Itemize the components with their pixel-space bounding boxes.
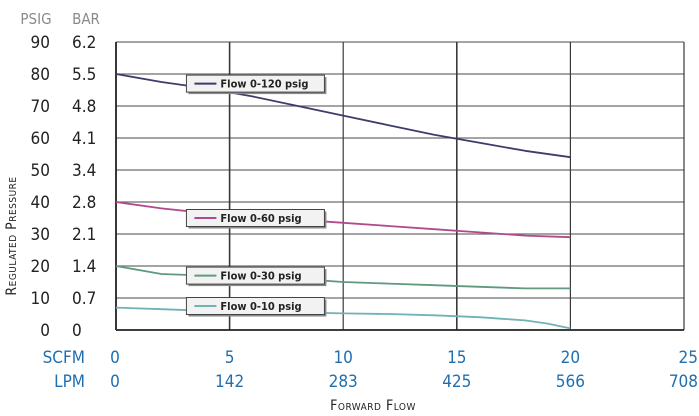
x-tick-lpm-4: 566 [556, 372, 585, 392]
scfm-row-label: SCFM [43, 348, 85, 368]
y-tick-bar-8: 0.7 [72, 289, 96, 309]
y-tick-psig-4: 50 [31, 161, 50, 181]
x-tick-lpm-3: 425 [442, 372, 471, 392]
y-tick-psig-6: 30 [31, 225, 50, 245]
legend-label-1: Flow 0-60 psig [220, 212, 301, 225]
x-tick-scfm-0: 0 [110, 348, 120, 368]
x-tick-lpm-2: 283 [329, 372, 358, 392]
psig-header: PSIG [20, 10, 51, 28]
y-tick-bar-6: 2.1 [72, 225, 96, 245]
series-legends: Flow 0-120 psig Flow 0-60 psig Flow 0-30 p… [185, 74, 327, 317]
y-tick-bar-7: 1.4 [72, 257, 96, 277]
x-tick-lpm-0: 0 [110, 372, 120, 392]
x-tick-lpm-5: 708 [669, 372, 698, 392]
legend-label-3: Flow 0-10 psig [220, 300, 301, 313]
lpm-row-label: LPM [54, 372, 85, 392]
legend-label-2: Flow 0-30 psig [220, 270, 301, 283]
y-tick-psig-9: 0 [40, 321, 50, 341]
y-tick-bar-5: 2.8 [72, 193, 96, 213]
bar-header: BAR [72, 10, 100, 28]
y-tick-psig-2: 70 [31, 97, 50, 117]
legend-item-2: Flow 0-30 psig [185, 266, 327, 287]
y-tick-bar-4: 3.4 [72, 161, 96, 181]
legend-box-3 [185, 297, 325, 315]
y-tick-bar-3: 4.1 [72, 129, 96, 149]
x-tick-scfm-4: 20 [561, 348, 580, 368]
legend-box-1 [185, 209, 325, 227]
x-tick-scfm-5: 25 [679, 348, 698, 368]
y-tick-bar-1: 5.5 [72, 65, 96, 85]
x-ticks: 0 0 5 142 10 283 15 425 20 566 25 708 [110, 348, 698, 392]
y-tick-bar-0: 6.2 [72, 33, 96, 53]
legend-label-0: Flow 0-120 psig [220, 78, 308, 91]
y-tick-psig-5: 40 [31, 193, 50, 213]
y-ticks: 90 6.2 80 5.5 70 4.8 60 4.1 50 3.4 40 2.8 30 2.1 20 1.4… [31, 33, 97, 341]
y-axis-title: Regulated Pressure [4, 176, 20, 295]
y-tick-psig-0: 90 [31, 33, 50, 53]
x-axis-title: Forward Flow [330, 398, 416, 414]
x-tick-scfm-1: 5 [225, 348, 235, 368]
x-tick-scfm-3: 15 [447, 348, 466, 368]
y-tick-psig-1: 80 [31, 65, 50, 85]
legend-item-1: Flow 0-60 psig [185, 209, 327, 229]
y-tick-bar-9: 0 [72, 321, 82, 341]
legend-item-0: Flow 0-120 psig [185, 74, 327, 95]
y-tick-psig-8: 10 [31, 289, 50, 309]
x-tick-lpm-1: 142 [215, 372, 244, 392]
legend-item-3: Flow 0-10 psig [185, 297, 327, 317]
y-tick-psig-7: 20 [31, 257, 50, 277]
legend-box-0 [185, 74, 325, 93]
y-tick-bar-2: 4.8 [72, 97, 96, 117]
legend-box-2 [185, 266, 325, 285]
y-tick-psig-3: 60 [31, 129, 50, 149]
x-tick-scfm-2: 10 [333, 348, 352, 368]
